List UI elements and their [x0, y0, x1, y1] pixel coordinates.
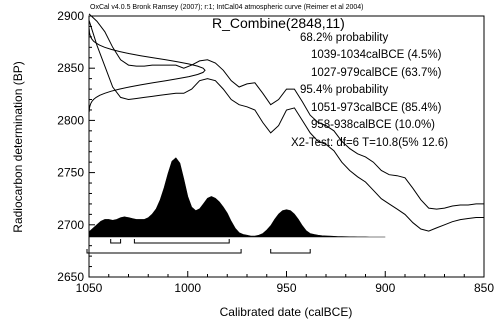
range-68-2 — [133, 239, 230, 244]
annotation-line: 1039-1034calBCE (4.5%) — [311, 49, 442, 61]
annotation-line: 958-938calBCE (10.0%) — [311, 119, 435, 131]
y-tick-label: 2750 — [57, 166, 84, 180]
annotation-line: 1051-973calBCE (85.4%) — [311, 102, 442, 114]
y-tick-label: 2850 — [57, 61, 84, 75]
chart-title: R_Combine(2848,11) — [212, 15, 345, 31]
y-tick-label: 2650 — [57, 270, 84, 284]
y-tick-label: 2900 — [57, 9, 84, 23]
chart-header: OxCal v4.0.5 Bronk Ramsey (2007); r:1; I… — [90, 4, 364, 11]
y-axis-label: Radiocarbon determination (BP) — [11, 61, 25, 232]
y-tick-label: 2800 — [57, 113, 84, 127]
measurement-distribution-line — [88, 28, 206, 113]
x-tick-label: 1050 — [76, 281, 103, 295]
x-axis-label: Calibrated date (calBCE) — [220, 305, 353, 319]
annotation-line: 95.4% probability — [300, 84, 388, 96]
annotation-line: 68.2% probability — [300, 32, 388, 44]
x-axis: 1050 1000 950 900 850 — [76, 271, 494, 295]
range-68-1 — [110, 239, 122, 244]
y-axis: 2650 2700 2750 2800 2850 2900 — [57, 9, 95, 284]
x-tick-label: 900 — [375, 281, 395, 295]
x-tick-label: 1000 — [174, 281, 201, 295]
calibration-curve — [88, 13, 484, 232]
annotation-line: X2-Test: df=6 T=10.8(5% 12.6) — [291, 137, 448, 149]
range-95-2 — [270, 249, 311, 254]
calibration-curve-lower — [88, 20, 484, 232]
annotation-line: 1027-979calBCE (63.7%) — [311, 67, 442, 79]
x-tick-label: 850 — [474, 281, 494, 295]
annotations: 68.2% probability 1039-1034calBCE (4.5%) 1… — [291, 32, 448, 149]
calibration-curve-upper — [88, 13, 484, 210]
probability-ranges — [86, 239, 311, 254]
range-95-1 — [86, 249, 242, 254]
y-tick-label: 2700 — [57, 218, 84, 232]
probability-distribution — [88, 157, 386, 238]
x-tick-label: 950 — [276, 281, 296, 295]
probability-density-area — [88, 157, 386, 238]
